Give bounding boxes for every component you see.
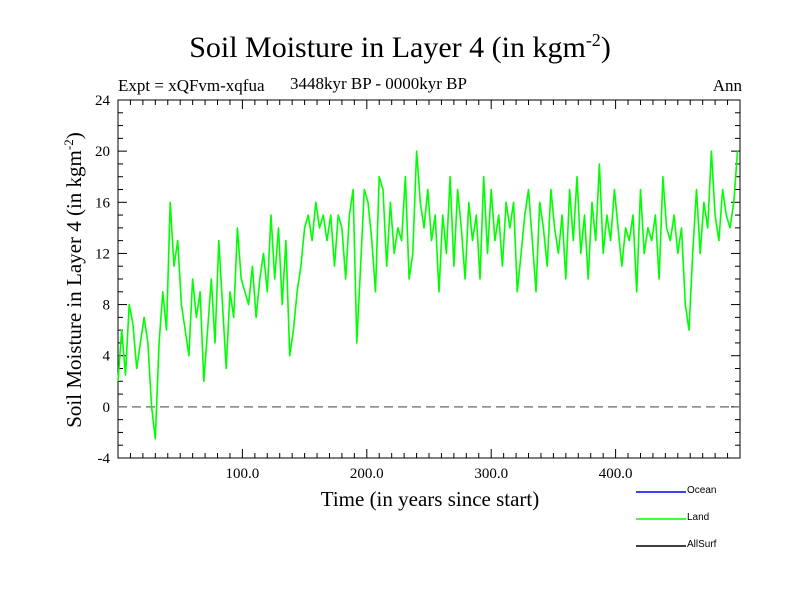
chart-title-close: ) bbox=[600, 31, 611, 64]
y-axis-label-text: Soil Moisture in Layer 4 (in kgm bbox=[62, 150, 86, 428]
chart-title-superscript: -2 bbox=[585, 30, 601, 50]
x-tick-label: 400.0 bbox=[599, 466, 633, 482]
x-tick-label: 100.0 bbox=[226, 466, 260, 482]
series-layer bbox=[117, 150, 739, 440]
chart-title: Soil Moisture in Layer 4 (in kgm-2) bbox=[0, 30, 800, 65]
y-tick-label: 4 bbox=[103, 349, 111, 365]
legend-label-allsurf: AllSurf bbox=[687, 539, 717, 550]
axis-ticks bbox=[118, 100, 740, 458]
y-axis-label-superscript: -2 bbox=[61, 139, 76, 151]
chart-title-text: Soil Moisture in Layer 4 (in kgm bbox=[189, 31, 586, 64]
y-tick-label: -4 bbox=[98, 451, 111, 467]
y-tick-label: 20 bbox=[95, 144, 110, 160]
y-tick-label: 12 bbox=[95, 246, 110, 262]
x-axis-label: Time (in years since start) bbox=[320, 487, 540, 511]
y-tick-label: 0 bbox=[103, 400, 111, 416]
legend-label-ocean: Ocean bbox=[687, 485, 717, 496]
legend bbox=[636, 491, 686, 547]
x-tick-label: 200.0 bbox=[350, 466, 384, 482]
y-axis-label: Soil Moisture in Layer 4 (in kgm-2) bbox=[61, 132, 87, 427]
season-label: Ann bbox=[712, 76, 742, 95]
legend-label-land: Land bbox=[687, 512, 710, 523]
y-tick-label: 24 bbox=[95, 93, 111, 109]
y-axis-label-close: ) bbox=[62, 132, 86, 140]
x-tick-label: 300.0 bbox=[474, 466, 508, 482]
y-tick-label: 8 bbox=[103, 298, 111, 314]
series-line-land bbox=[117, 150, 739, 440]
axis-tick-labels: 100.0 200.0 300.0 400.0 -4 0 4 8 12 16 20 24 bbox=[95, 93, 632, 482]
chart-subtitle: 3448kyr BP - 0000kyr BP bbox=[290, 74, 467, 93]
y-tick-label: 16 bbox=[95, 195, 111, 211]
experiment-label: Expt = xQFvm-xqfua bbox=[118, 76, 265, 95]
